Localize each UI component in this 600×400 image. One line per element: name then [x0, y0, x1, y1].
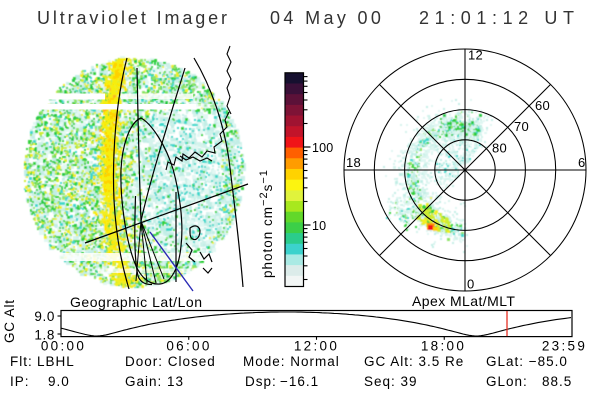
svg-text:Dsp:: Dsp:	[245, 374, 277, 389]
svg-text:Seq: 39: Seq: 39	[364, 374, 418, 389]
svg-text:GLon:: GLon:	[486, 374, 528, 389]
svg-text:9.0: 9.0	[48, 374, 70, 389]
svg-text:Flt:: Flt:	[10, 354, 33, 369]
svg-text:70: 70	[514, 119, 529, 134]
svg-text:10: 10	[312, 219, 326, 233]
svg-text:Door: Closed: Door: Closed	[125, 354, 216, 369]
svg-text:Mode: Normal: Mode: Normal	[243, 354, 340, 369]
svg-text:GLat: −85.0: GLat: −85.0	[486, 354, 568, 369]
svg-text:21:01:12 UT: 21:01:12 UT	[419, 8, 580, 28]
svg-text:18:00: 18:00	[421, 339, 466, 354]
svg-text:9.0: 9.0	[34, 309, 55, 324]
svg-text:6: 6	[578, 155, 586, 170]
svg-text:Gain: 13: Gain: 13	[125, 374, 184, 389]
svg-text:23:59: 23:59	[542, 339, 587, 354]
svg-text:0: 0	[467, 277, 475, 292]
svg-text:88.5: 88.5	[542, 374, 572, 389]
svg-text:Geographic Lat/Lon: Geographic Lat/Lon	[70, 294, 203, 310]
svg-text:00:00: 00:00	[41, 339, 86, 354]
svg-text:GC Alt: GC Alt	[2, 299, 17, 343]
svg-text:04 May 00: 04 May 00	[270, 8, 384, 28]
svg-text:GC Alt: 3.5 Re: GC Alt: 3.5 Re	[364, 354, 464, 369]
svg-text:12: 12	[468, 48, 483, 63]
svg-text:photon cm−2s−1: photon cm−2s−1	[258, 169, 275, 278]
svg-text:LBHL: LBHL	[37, 354, 75, 369]
svg-text:Apex MLat/MLT: Apex MLat/MLT	[412, 293, 515, 309]
svg-text:−16.1: −16.1	[280, 374, 319, 389]
svg-text:100: 100	[312, 141, 333, 155]
svg-text:06:00: 06:00	[166, 339, 211, 354]
svg-text:80: 80	[492, 141, 507, 156]
svg-text:60: 60	[535, 98, 550, 113]
svg-text:12:00: 12:00	[294, 339, 339, 354]
svg-text:IP:: IP:	[10, 374, 30, 389]
svg-text:Ultraviolet Imager: Ultraviolet Imager	[37, 8, 230, 28]
svg-text:18: 18	[346, 155, 361, 170]
svg-text:1.8: 1.8	[34, 328, 55, 343]
